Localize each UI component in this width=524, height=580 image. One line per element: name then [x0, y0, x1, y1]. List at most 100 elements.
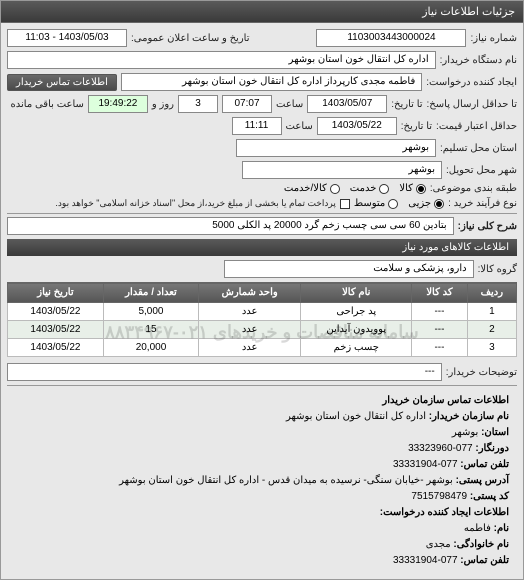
- radio-minor-label: جزیی: [408, 198, 431, 209]
- radio-kala[interactable]: کالا: [399, 183, 426, 194]
- days-remain-field: 3: [178, 95, 218, 113]
- goods-section-title: اطلاعات کالاهای مورد نیاز: [7, 239, 517, 256]
- city-label: شهر محل تحویل:: [446, 165, 517, 176]
- resp-date-field: 1403/05/07: [307, 95, 387, 113]
- radio-dot-icon: [416, 184, 426, 194]
- org-prov: بوشهر: [452, 427, 478, 438]
- org-name-label: نام سازمان خریدار:: [429, 411, 509, 422]
- col-unit: واحد شمارش: [199, 283, 301, 303]
- cell: 1403/05/22: [8, 339, 104, 357]
- hours-remain-field: 19:49:22: [88, 95, 148, 113]
- org-tel-label: تلفن تماس:: [460, 459, 509, 470]
- explain-field: ---: [7, 363, 442, 381]
- cell: ---: [412, 303, 467, 321]
- table-row: 3 --- چسب زخم عدد 20,000 1403/05/22: [8, 339, 517, 357]
- org-tel: 077-33331904: [393, 459, 458, 470]
- resp-time-field: 07:07: [222, 95, 272, 113]
- price-date-field: 1403/05/22: [317, 117, 397, 135]
- separator: [7, 213, 517, 214]
- col-date: تاریخ نیاز: [8, 283, 104, 303]
- treasury-checkbox[interactable]: [340, 199, 350, 209]
- requester-label: ایجاد کننده درخواست:: [426, 77, 517, 88]
- details-panel: جزئیات اطلاعات نیاز شماره نیاز: 11030034…: [0, 0, 524, 580]
- resp-until-label: تا تاریخ:: [391, 99, 422, 110]
- cell: 2: [467, 321, 516, 339]
- req-no-label: شماره نیاز:: [470, 33, 517, 44]
- province-label: استان محل تسلیم:: [440, 143, 517, 154]
- cell: ---: [412, 339, 467, 357]
- req-last: مجدی: [426, 539, 451, 550]
- goods-table: ردیف کد کالا نام کالا واحد شمارش تعداد /…: [7, 282, 517, 357]
- desc-label: شرح کلی نیاز:: [458, 221, 517, 232]
- req-no-field: 1103003443000024: [316, 29, 466, 47]
- cell: ---: [412, 321, 467, 339]
- cell: عدد: [199, 303, 301, 321]
- cell: عدد: [199, 321, 301, 339]
- col-qty: تعداد / مقدار: [103, 283, 198, 303]
- desc-field: بتادین 60 سی سی چسب زخم گرد 20000 پد الک…: [7, 217, 454, 235]
- requester-field: فاطمه مجدی کارپرداز اداره کل انتقال خون …: [121, 73, 422, 91]
- radio-minor[interactable]: جزیی: [408, 198, 444, 209]
- time-label-2: ساعت: [286, 121, 313, 132]
- radio-dot-icon: [330, 184, 340, 194]
- price-prefix-label: حداقل اعتبار قیمت:: [436, 121, 517, 132]
- contact-org-title: اطلاعات تماس سازمان خریدار: [382, 395, 509, 406]
- days-label: روز و: [152, 99, 174, 110]
- col-code: کد کالا: [412, 283, 467, 303]
- org-name: اداره کل انتقال خون استان بوشهر: [286, 411, 426, 422]
- org-prov-label: استان:: [481, 427, 509, 438]
- panel-title: جزئیات اطلاعات نیاز: [1, 1, 523, 23]
- col-name: نام کالا: [301, 283, 412, 303]
- org-addr: بوشهر -خیابان سنگی- نرسیده به میدان قدس …: [119, 475, 453, 486]
- contact-req-title: اطلاعات ایجاد کننده درخواست:: [380, 507, 509, 518]
- cell: 3: [467, 339, 516, 357]
- buyer-contact-button[interactable]: اطلاعات تماس خریدار: [7, 74, 117, 91]
- classification-group: کالا خدمت کالا/خدمت: [284, 183, 426, 194]
- time-label-1: ساعت: [276, 99, 303, 110]
- buyer-org-field: اداره کل انتقال خون استان بوشهر: [7, 51, 436, 69]
- org-addr-label: آدرس پستی:: [456, 475, 509, 486]
- radio-kala-label: کالا: [399, 183, 413, 194]
- announce-field: 1403/05/03 - 11:03: [7, 29, 127, 47]
- radio-dot-icon: [379, 184, 389, 194]
- radio-medium[interactable]: متوسط: [354, 198, 398, 209]
- org-fax: 077-33323960: [408, 443, 473, 454]
- cell: 20,000: [103, 339, 198, 357]
- col-row: ردیف: [467, 283, 516, 303]
- contact-org-section: اطلاعات تماس سازمان خریدار نام سازمان خر…: [7, 389, 517, 573]
- radio-khedmat[interactable]: خدمت: [350, 183, 390, 194]
- cell: عدد: [199, 339, 301, 357]
- group-label: گروه کالا:: [478, 264, 517, 275]
- price-time-field: 11:11: [232, 117, 282, 135]
- cell: 1403/05/22: [8, 303, 104, 321]
- req-tel: 077-33331904: [393, 555, 458, 566]
- cell: پوویدون آیداین: [301, 321, 412, 339]
- radio-both-label: کالا/خدمت: [284, 183, 327, 194]
- org-post: 7515798479: [411, 491, 467, 502]
- announce-label: تاریخ و ساعت اعلان عمومی:: [131, 33, 250, 44]
- cell: 15: [103, 321, 198, 339]
- radio-khedmat-label: خدمت: [350, 183, 377, 194]
- buyer-org-label: نام دستگاه خریدار:: [440, 55, 517, 66]
- radio-dot-icon: [388, 199, 398, 209]
- treasury-note: پرداخت تمام یا بخشی از مبلغ خرید،از محل …: [55, 198, 335, 209]
- radio-both[interactable]: کالا/خدمت: [284, 183, 340, 194]
- price-until-label: تا تاریخ:: [401, 121, 432, 132]
- panel-body: شماره نیاز: 1103003443000024 تاریخ و ساع…: [1, 23, 523, 579]
- explain-label: توضیحات خریدار:: [446, 367, 517, 378]
- radio-dot-icon: [434, 199, 444, 209]
- org-post-label: کد پستی:: [470, 491, 509, 502]
- cell: 1: [467, 303, 516, 321]
- req-last-label: نام خانوادگی:: [453, 539, 509, 550]
- purchase-type-label: نوع فرآیند خرید :: [448, 198, 517, 209]
- radio-medium-label: متوسط: [354, 198, 385, 209]
- separator: [7, 385, 517, 386]
- req-first-label: نام:: [494, 523, 509, 534]
- cell: چسب زخم: [301, 339, 412, 357]
- province-field: بوشهر: [236, 139, 436, 157]
- table-row: 1 --- پد جراحی عدد 5,000 1403/05/22: [8, 303, 517, 321]
- hours-label: ساعت باقی مانده: [11, 99, 84, 110]
- cell: 5,000: [103, 303, 198, 321]
- cell: پد جراحی: [301, 303, 412, 321]
- table-row: 2 --- پوویدون آیداین عدد 15 1403/05/22: [8, 321, 517, 339]
